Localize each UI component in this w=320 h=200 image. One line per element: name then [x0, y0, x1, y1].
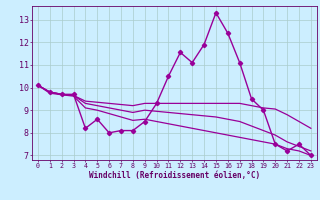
X-axis label: Windchill (Refroidissement éolien,°C): Windchill (Refroidissement éolien,°C): [89, 171, 260, 180]
